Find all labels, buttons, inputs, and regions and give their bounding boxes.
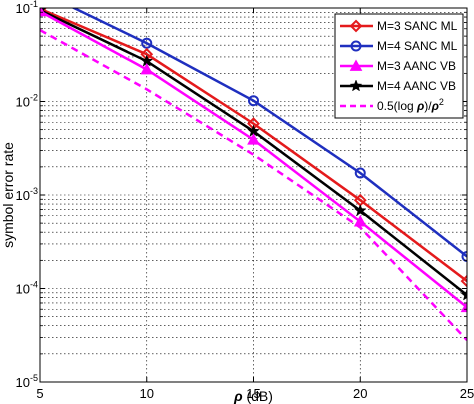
x-tick-label: 20 (353, 386, 367, 401)
series-line (71, 8, 467, 258)
legend-entry: M=3 SANC ML (340, 19, 458, 33)
data-point-circle (350, 40, 362, 52)
y-tick-label: 10-3 (16, 186, 38, 203)
y-tick-label: 10-1 (16, 0, 38, 16)
data-point-diamond (460, 274, 467, 288)
legend-label: 0.5(log ρ)/ρ2 (377, 97, 444, 113)
x-tick-label: 25 (460, 386, 474, 401)
x-tick-label: 15 (246, 386, 260, 401)
legend-label: M=3 AANC VB (377, 59, 456, 73)
series-line (40, 8, 467, 283)
data-point-triangle (349, 59, 363, 71)
legend: M=3 SANC ML M=4 SANC ML M=3 AANC VB M=4 AAN… (334, 13, 464, 119)
series-2 (71, 8, 467, 262)
series-lines (40, 8, 467, 342)
data-point-star (353, 203, 367, 217)
data-point-circle (248, 95, 259, 107)
y-tick-label: 10-5 (16, 373, 38, 390)
data-point-circle (141, 37, 153, 49)
data-point-triangle (353, 215, 367, 227)
legend-entry: M=4 AANC VB (340, 79, 456, 93)
x-tick-label: 5 (36, 386, 43, 401)
data-point-diamond (349, 19, 363, 33)
legend-entry: 0.5(log ρ)/ρ2 (340, 97, 444, 113)
data-point-circle (354, 167, 366, 179)
legend-label: M=4 AANC VB (377, 79, 456, 93)
x-axis-label: ρ (dB) (233, 388, 273, 404)
legend-entry: M=4 SANC ML (340, 39, 458, 53)
x-tick-label: 10 (140, 386, 154, 401)
axis-ticks: 5 10 15 20 25 10-5 10-4 10-3 10-2 10-1 (16, 0, 474, 401)
axis-labels: ρ (dB) symbol error rate (0, 142, 273, 404)
data-point-triangle (247, 133, 260, 145)
legend-entry: M=3 AANC VB (340, 59, 456, 73)
y-tick-label: 10-2 (16, 93, 38, 110)
data-point-star (349, 79, 363, 92)
y-axis-label: symbol error rate (0, 142, 16, 248)
data-point-circle (461, 250, 467, 262)
legend-label: M=4 SANC ML (377, 39, 458, 53)
legend-label: M=3 SANC ML (377, 19, 458, 33)
data-point-triangle (140, 62, 154, 75)
y-tick-label: 10-4 (16, 280, 38, 297)
